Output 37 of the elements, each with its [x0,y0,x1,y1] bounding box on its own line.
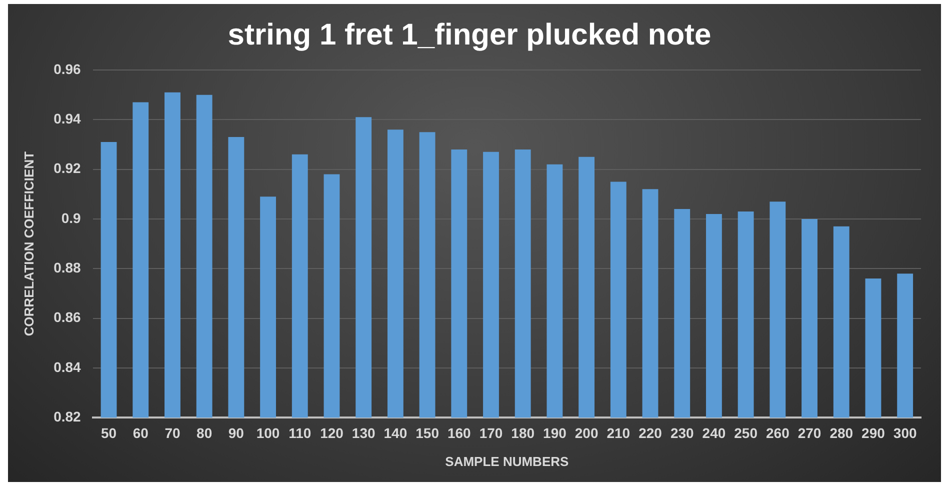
y-tick-label: 0.86 [54,309,82,326]
x-tick-label: 230 [670,424,694,441]
x-tick-label: 120 [320,424,344,441]
x-tick-label: 110 [288,424,312,441]
x-tick-label: 50 [100,424,117,441]
x-tick-label: 210 [606,424,630,441]
x-tick-label: 70 [164,424,180,441]
chart-title: string 1 fret 1_finger plucked note [228,18,712,52]
x-tick-label: 80 [196,424,212,441]
x-tick-label: 270 [798,424,822,441]
y-tick-label: 0.88 [54,259,82,276]
x-tick-label: 190 [543,424,567,441]
y-tick-label: 0.96 [54,60,82,77]
y-tick-label: 0.92 [54,160,82,176]
x-axis-title: SAMPLE NUMBERS [445,454,569,469]
x-tick-label: 240 [702,424,726,441]
x-tick-label: 260 [766,424,790,441]
x-tick-label: 170 [479,424,503,441]
x-tick-label: 220 [638,424,662,441]
y-tick-label: 0.82 [54,408,82,424]
x-tick-label: 140 [384,424,408,441]
x-tick-label: 250 [734,424,758,441]
x-tick-label: 60 [132,424,149,441]
x-tick-label: 290 [862,424,886,441]
x-tick-label: 160 [447,424,472,441]
y-tick-label: 0.84 [54,358,82,375]
x-tick-label: 200 [574,424,598,441]
y-axis-title: CORRELATION COEFFICIENT [21,151,36,336]
x-tick-label: 180 [511,424,535,441]
y-tick-label: 0.94 [54,110,82,127]
x-tick-label: 280 [830,424,854,441]
x-tick-label: 150 [416,424,440,441]
x-tick-label: 300 [893,424,917,441]
x-tick-label: 90 [228,424,244,441]
y-tick-label: 0.9 [61,210,82,226]
x-tick-label: 100 [256,424,280,441]
x-tick-label: 130 [352,424,376,441]
